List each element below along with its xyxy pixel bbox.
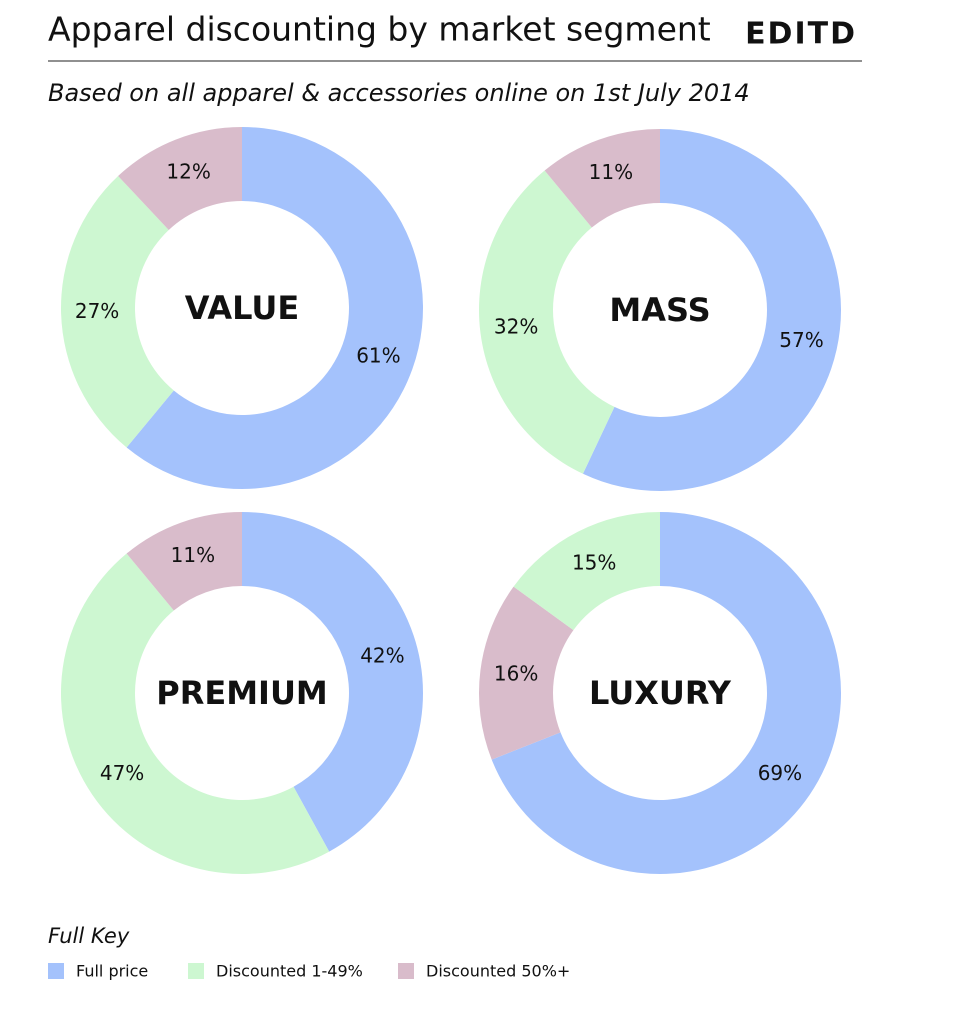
center-label: MASS bbox=[609, 291, 710, 329]
data-label: 11% bbox=[589, 160, 633, 184]
data-label: 32% bbox=[494, 315, 538, 339]
legend-swatch bbox=[48, 963, 64, 979]
legend-swatch bbox=[398, 963, 414, 979]
donut-segment bbox=[582, 129, 842, 491]
legend-swatch bbox=[188, 963, 204, 979]
donut-segment bbox=[544, 129, 660, 228]
legend-title: Full Key bbox=[48, 924, 130, 948]
data-label: 27% bbox=[75, 299, 119, 323]
data-label: 16% bbox=[494, 661, 538, 685]
legend-label: Discounted 1-49% bbox=[216, 962, 363, 981]
logo: EDITD bbox=[745, 17, 857, 52]
donut-segment bbox=[126, 127, 423, 489]
data-label: 11% bbox=[171, 543, 215, 567]
data-label: 61% bbox=[356, 344, 400, 368]
data-label: 47% bbox=[100, 761, 144, 785]
donut-segment bbox=[479, 586, 574, 760]
donut-segment bbox=[513, 512, 660, 631]
donut-segment bbox=[491, 512, 841, 874]
data-label: 57% bbox=[779, 328, 823, 352]
center-label: VALUE bbox=[185, 289, 299, 327]
center-label: PREMIUM bbox=[156, 674, 328, 712]
title: Apparel discounting by market segment bbox=[48, 10, 711, 49]
data-label: 69% bbox=[758, 761, 802, 785]
donut-segment bbox=[126, 512, 242, 611]
donut-segment bbox=[242, 512, 424, 852]
data-label: 42% bbox=[360, 643, 404, 667]
legend-label: Full price bbox=[76, 962, 148, 981]
donut-segment bbox=[60, 176, 174, 448]
donut-segment bbox=[118, 127, 242, 231]
center-label: LUXURY bbox=[589, 674, 732, 712]
data-label: 12% bbox=[166, 160, 210, 184]
data-label: 15% bbox=[572, 550, 616, 574]
subtitle: Based on all apparel & accessories onlin… bbox=[48, 79, 750, 107]
donut-segment bbox=[479, 170, 615, 474]
donut-segment bbox=[60, 553, 330, 875]
legend-label: Discounted 50%+ bbox=[426, 962, 570, 981]
